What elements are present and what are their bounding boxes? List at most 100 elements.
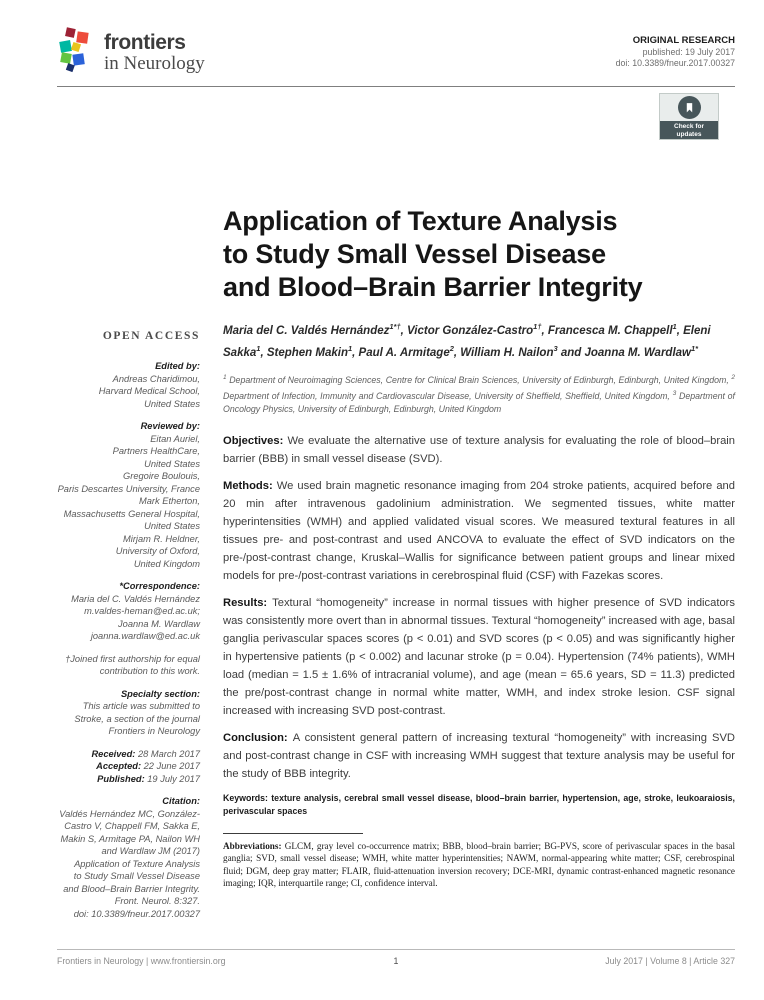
- published-date: published: 19 July 2017: [642, 47, 735, 57]
- footer-issue-info: July 2017 | Volume 8 | Article 327: [605, 956, 735, 966]
- author-superscript: 3: [553, 343, 558, 353]
- header-divider: [57, 86, 735, 87]
- date-label: Received:: [91, 748, 138, 759]
- frontiers-logo: frontiers in Neurology: [57, 27, 205, 75]
- footer-left: Frontiers in Neurology | www.frontiersin…: [57, 956, 226, 966]
- abstract-section-text: Textural “homogeneity” increase in norma…: [223, 596, 735, 717]
- abstract-section: Objectives: We evaluate the alternative …: [223, 432, 735, 468]
- citation-label: Citation:: [162, 796, 200, 806]
- footer-separator: |: [146, 956, 149, 966]
- sidebar-block: Reviewed by: Eitan Auriel, Partners Health…: [57, 420, 200, 570]
- keywords-label: Keywords:: [223, 792, 268, 803]
- affiliation-text: Department of Infection, Immunity and Ca…: [223, 390, 673, 401]
- title-line: and Blood–Brain Barrier Integrity: [223, 272, 643, 302]
- article-title: Application of Texture Analysis to Study …: [223, 205, 735, 304]
- author-superscript: 2: [449, 343, 454, 353]
- affiliation-text: Department of Oncology Physics, Universi…: [223, 390, 735, 414]
- date-label: Published:: [97, 773, 148, 784]
- sidebar-line: Joanna M. Wardlaw: [118, 618, 200, 629]
- sidebar-block-label: Specialty section:: [120, 688, 200, 699]
- affiliation-text: Department of Neuroimaging Sciences, Cen…: [226, 374, 732, 385]
- author-name: , Francesca M. Chappell: [541, 324, 673, 337]
- sidebar-block-label: Reviewed by:: [140, 421, 200, 431]
- brand-name: frontiers: [104, 31, 186, 54]
- citation-line: and Wardlaw JM (2017): [101, 846, 200, 856]
- author-name: , Eleni Sakka: [223, 324, 711, 359]
- doi-line: doi: 10.3389/fneur.2017.00327: [615, 58, 735, 68]
- date-value: 28 March 2017: [137, 748, 200, 759]
- sidebar-line: Paris Descartes University, France: [57, 483, 200, 494]
- abstract-section-text: A consistent general pattern of increasi…: [223, 731, 735, 780]
- abstract-section-text: We evaluate the alternative use of textu…: [223, 434, 736, 465]
- citation-line: Valdés Hernández MC, González-: [59, 808, 200, 819]
- sidebar-line: Mirjam R. Heldner,: [123, 533, 200, 544]
- sidebar-line: United Kingdom: [133, 558, 200, 569]
- abstract: Objectives: We evaluate the alternative …: [223, 432, 735, 783]
- correspondence-email-link[interactable]: m.valdes-heman@ed.ac.uk;: [84, 606, 200, 616]
- footer-journal-name: Frontiers in Neurology: [57, 956, 144, 966]
- open-access-label: OPEN ACCESS: [102, 330, 200, 342]
- article-info-sidebar: OPEN ACCESS Edited by: Andreas Charidimou…: [57, 330, 200, 930]
- abstract-section: Results: Textural “homogeneity” increase…: [223, 594, 735, 720]
- sidebar-date-line: Published: 19 July 2017: [57, 773, 200, 786]
- author-superscript: 1*†: [389, 322, 401, 331]
- sidebar-line: This article was submitted to: [82, 701, 200, 711]
- sidebar-line: Stroke, a section of the journal: [74, 713, 200, 724]
- sidebar-line: Eitan Auriel,: [150, 433, 200, 444]
- author-superscript: 1†: [533, 322, 542, 331]
- sidebar-line: Frontiers in Neurology: [108, 726, 200, 736]
- sidebar-block-label: *Correspondence:: [119, 581, 200, 591]
- author-superscript: 1: [672, 322, 677, 331]
- article-body: Application of Texture Analysis to Study …: [223, 205, 735, 890]
- author-name: , Paul A. Armitage: [352, 346, 450, 359]
- correspondence-email-link[interactable]: joanna.wardlaw@ed.ac.uk: [90, 631, 200, 641]
- page-number: 1: [393, 956, 399, 966]
- author-name: , Stephen Makin: [260, 346, 348, 359]
- sidebar-block: *Correspondence: Maria del C. Valdés Hern…: [57, 580, 200, 643]
- sidebar-block: Specialty section: This article was submi…: [57, 688, 200, 738]
- check-for-updates-badge[interactable]: Check for updates: [659, 93, 719, 140]
- author-name: Maria del C. Valdés Hernández: [223, 324, 390, 337]
- author-name: , William H. Nailon: [453, 346, 554, 359]
- affiliation-superscript: 3: [672, 389, 677, 397]
- citation-line: Front. Neurol. 8:327.: [114, 896, 200, 906]
- header-meta: ORIGINAL RESEARCH published: 19 July 201…: [616, 35, 735, 69]
- sidebar-line: Partners HealthCare,: [112, 446, 200, 456]
- sidebar-blocks: Edited by: Andreas Charidimou, Harvard Med…: [57, 360, 200, 738]
- sidebar-line: University of Oxford,: [115, 546, 200, 556]
- abstract-section-text: We used brain magnetic resonance imaging…: [223, 479, 735, 582]
- citation-line: to Study Small Vessel Disease: [73, 871, 200, 881]
- citation-line: and Blood–Brain Barrier Integrity.: [63, 883, 200, 894]
- citation-line: Castro V, Chappell FM, Sakka E,: [64, 821, 200, 831]
- sidebar-line: Maria del C. Valdés Hernández: [71, 593, 200, 604]
- abbreviations: Abbreviations: GLCM, gray level co-occur…: [223, 840, 735, 890]
- sidebar-line: Harvard Medical School,: [98, 386, 200, 396]
- affiliation-superscript: 2: [731, 373, 735, 381]
- abstract-section-label: Methods:: [223, 479, 277, 492]
- abstract-section-label: Results:: [223, 596, 273, 609]
- sidebar-dates: Received: 28 March 2017 Accepted: 22 June…: [57, 748, 200, 786]
- abstract-section-label: Objectives:: [223, 434, 288, 447]
- badge-label-line2: updates: [676, 130, 702, 138]
- abbreviations-label: Abbreviations:: [223, 840, 282, 851]
- keywords: Keywords: texture analysis, cerebral sma…: [223, 792, 735, 818]
- badge-label: Check for updates: [660, 121, 718, 139]
- author-name: , Victor González-Castro: [400, 324, 534, 337]
- footer-site-link[interactable]: www.frontiersin.org: [150, 956, 226, 966]
- title-line: Application of Texture Analysis: [223, 206, 618, 236]
- sidebar-line: United States: [144, 398, 200, 409]
- sidebar-date-line: Received: 28 March 2017: [57, 748, 200, 761]
- affiliation-superscript: 1: [223, 373, 227, 381]
- journal-name: in Neurology: [104, 53, 205, 74]
- affiliations: 1 Department of Neuroimaging Sciences, C…: [223, 371, 735, 416]
- sidebar-line: †Joined first authorship for equal: [65, 653, 200, 664]
- citation-line: Application of Texture Analysis: [74, 858, 200, 869]
- author-name: and Joanna M. Wardlaw: [557, 346, 691, 359]
- sidebar-line: Massachusetts General Hospital,: [63, 508, 200, 519]
- frontiers-cubes-icon: [57, 27, 97, 74]
- sidebar-line: contribution to this work.: [99, 666, 200, 676]
- sidebar-date-line: Accepted: 22 June 2017: [57, 760, 200, 773]
- sidebar-line: Andreas Charidimou,: [112, 373, 200, 384]
- sidebar-block-label: Edited by:: [155, 361, 200, 371]
